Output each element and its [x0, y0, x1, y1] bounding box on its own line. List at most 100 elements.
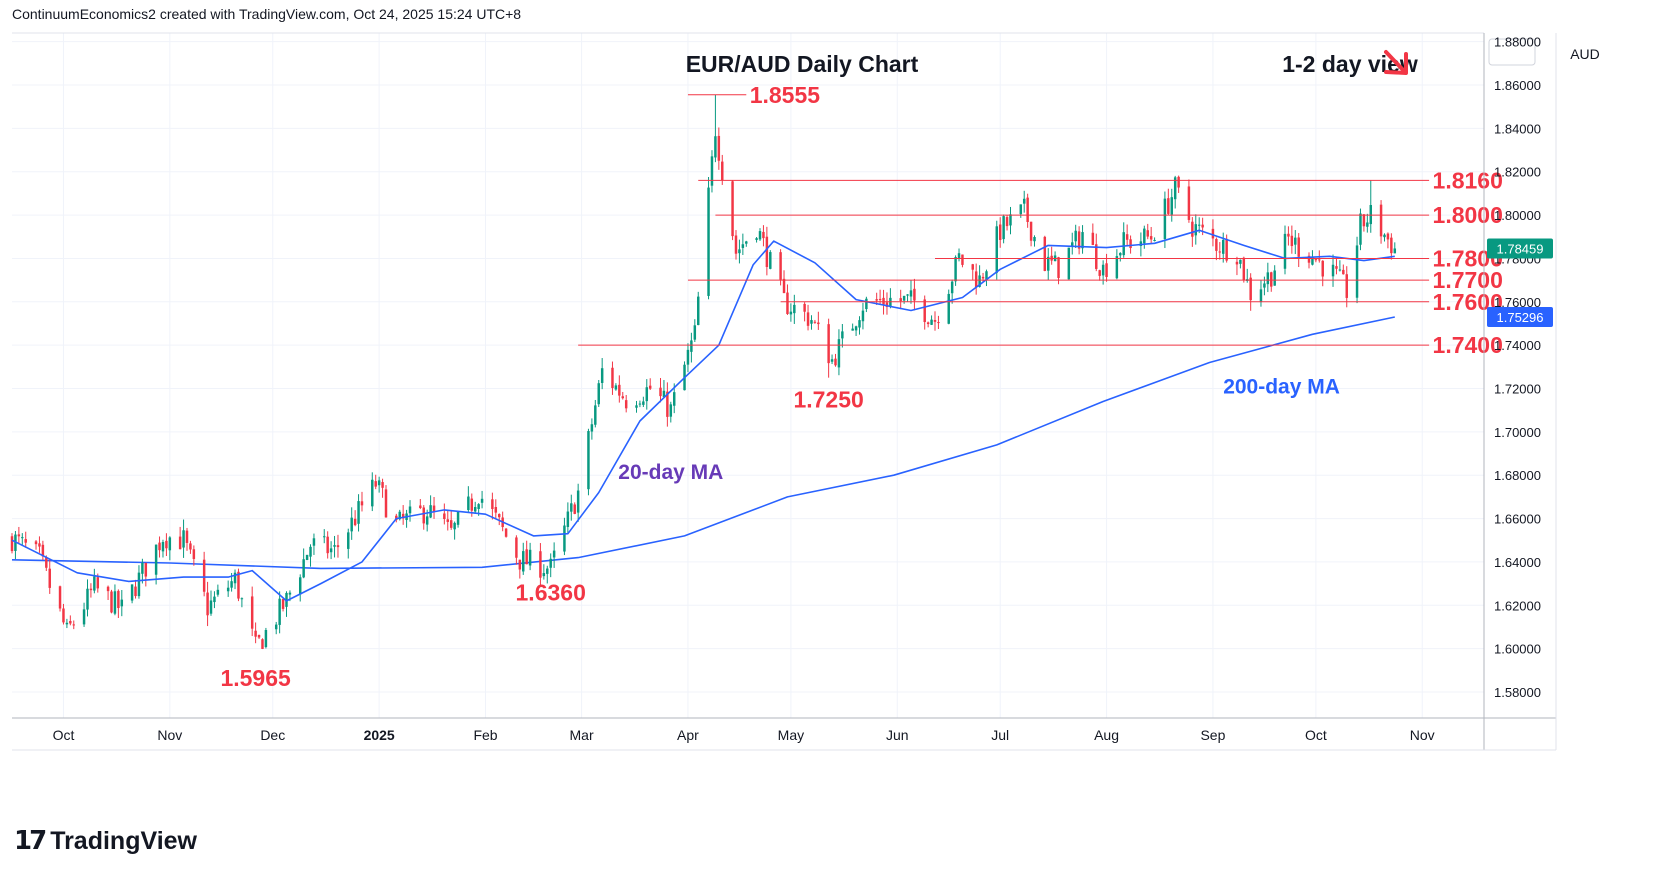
candle — [1077, 226, 1081, 255]
candle — [1335, 258, 1338, 275]
candle-body — [1095, 244, 1098, 269]
candle-body — [961, 254, 964, 265]
candle — [841, 324, 844, 348]
candle-body — [360, 501, 364, 506]
candle — [707, 177, 710, 300]
candle — [851, 323, 854, 331]
candle — [1005, 215, 1009, 231]
candle — [24, 531, 27, 548]
candle — [14, 530, 17, 560]
candle — [971, 263, 974, 280]
candle — [374, 474, 377, 490]
candle — [515, 535, 518, 565]
x-tick-label: Oct — [1305, 727, 1327, 743]
candle — [995, 220, 998, 280]
candle-body — [930, 319, 933, 325]
candle-body — [117, 590, 120, 609]
candle-body — [769, 252, 772, 269]
candle — [782, 270, 786, 294]
candle — [1369, 180, 1373, 233]
axes: 1.880001.860001.840001.820001.800001.780… — [12, 32, 1557, 751]
candle-body — [1029, 221, 1033, 241]
candle — [120, 590, 124, 617]
candle — [1249, 273, 1252, 311]
candle — [422, 505, 425, 530]
candle-body — [10, 536, 14, 552]
candle — [467, 486, 470, 514]
candle-body — [398, 511, 401, 520]
candle-body — [347, 532, 350, 549]
candle — [130, 584, 134, 604]
candle — [566, 502, 570, 535]
candle-body — [1057, 257, 1060, 278]
candle — [1331, 254, 1335, 287]
candle — [1218, 242, 1222, 260]
candle — [491, 492, 494, 520]
candle-body — [762, 231, 765, 239]
candle-body — [861, 310, 865, 322]
candle — [779, 249, 782, 286]
candle-body — [353, 518, 357, 526]
candle — [741, 233, 745, 255]
candle-body — [429, 505, 432, 518]
tradingview-logo[interactable]: 17 TradingView — [14, 826, 197, 856]
candle — [755, 236, 758, 243]
candle — [161, 539, 165, 558]
candle — [446, 509, 450, 531]
candle-body — [834, 358, 837, 366]
ma20-line — [11, 229, 1395, 602]
candle-body — [336, 545, 340, 548]
candle — [336, 534, 340, 558]
candle — [1393, 242, 1397, 254]
price-tag-label: 1.78459 — [1497, 241, 1544, 256]
candle-body — [62, 608, 65, 623]
candle-body — [1098, 270, 1101, 276]
candle-body — [1221, 239, 1225, 254]
candlesticks — [10, 94, 1397, 650]
candle — [1211, 219, 1215, 247]
candle — [1143, 225, 1146, 249]
candle-body — [841, 331, 844, 339]
candle — [854, 325, 858, 336]
y-tick-label: 1.60000 — [1494, 642, 1541, 657]
candle — [662, 380, 666, 398]
candle — [1091, 223, 1095, 246]
candle-body — [803, 303, 806, 312]
candle-body — [333, 545, 336, 547]
candle — [830, 354, 834, 365]
candle-body — [504, 528, 508, 537]
candle-body — [1270, 272, 1273, 287]
candle — [600, 358, 604, 390]
price-tag — [1487, 238, 1553, 259]
candle-body — [1390, 237, 1393, 254]
candle — [408, 500, 412, 522]
candle-body — [686, 349, 690, 365]
candle-body — [1342, 269, 1345, 275]
candle — [1177, 175, 1180, 193]
candle-body — [1125, 234, 1129, 240]
candle — [889, 288, 892, 309]
candle-body — [810, 320, 813, 324]
candle-body — [422, 507, 425, 524]
candle-body — [1369, 205, 1373, 225]
candle-body — [69, 620, 72, 624]
candle-body — [240, 598, 244, 600]
candle — [419, 499, 422, 510]
candle-body — [419, 505, 422, 509]
annotation-label: 20-day MA — [618, 461, 723, 484]
candle — [1270, 271, 1273, 292]
x-tick-label: 2025 — [364, 727, 395, 743]
candle — [693, 319, 697, 343]
candle — [937, 315, 940, 329]
candle — [793, 294, 796, 324]
candle — [1307, 252, 1311, 269]
candle-body — [446, 519, 450, 522]
candle-body — [1105, 263, 1108, 277]
candle-body — [522, 551, 525, 572]
candle — [1355, 236, 1359, 304]
candle-body — [525, 549, 528, 565]
candle — [278, 591, 281, 634]
candle-body — [573, 504, 576, 514]
candle-body — [1331, 264, 1335, 277]
